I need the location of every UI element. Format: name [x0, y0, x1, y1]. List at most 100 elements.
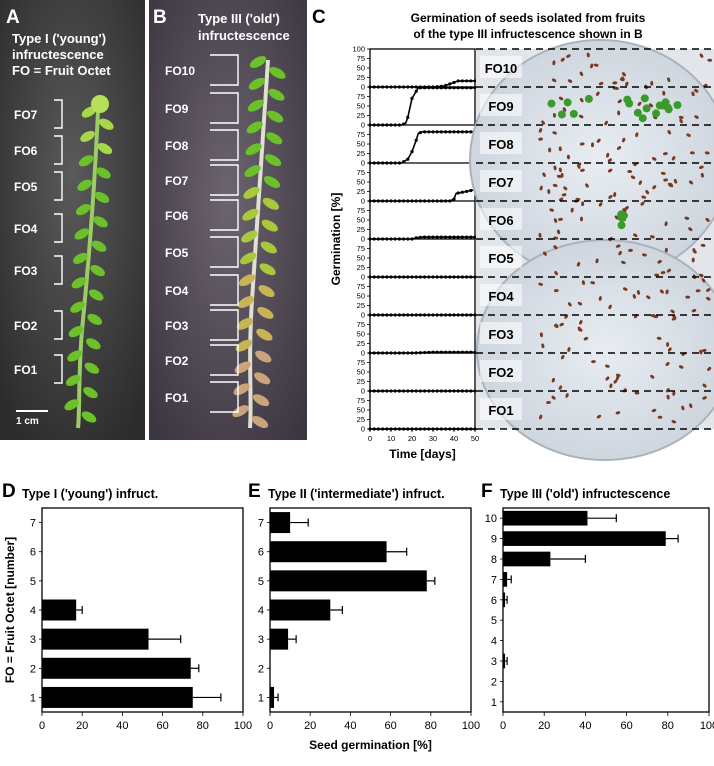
seed-icon — [608, 304, 612, 310]
seed-icon — [538, 232, 542, 238]
seed-icon — [689, 180, 694, 185]
data-point — [452, 86, 456, 90]
data-point — [372, 161, 376, 165]
fo-label: FO10 — [165, 64, 195, 78]
seed-icon — [567, 347, 571, 352]
seed-icon — [562, 107, 567, 112]
bar-fo-5 — [270, 570, 427, 592]
seed-icon — [579, 142, 585, 146]
leaf-icon — [261, 219, 278, 232]
leaf-icon — [98, 118, 114, 130]
data-point — [423, 389, 427, 393]
data-point — [465, 79, 469, 83]
data-point — [397, 427, 401, 431]
data-point — [389, 313, 393, 317]
leaf-icon — [240, 252, 257, 265]
seed-icon — [546, 400, 551, 404]
panel-c: Germination of seeds isolated from fruit… — [329, 11, 714, 461]
data-point — [431, 350, 435, 354]
seed-icon — [538, 128, 543, 133]
category-label: 7 — [491, 574, 497, 586]
category-label: 1 — [491, 697, 497, 709]
data-point — [423, 275, 427, 279]
data-point — [460, 427, 464, 431]
fo-label: FO4 — [165, 284, 189, 298]
data-point — [376, 237, 380, 241]
seed-icon — [615, 411, 621, 415]
fo-label: FO1 — [14, 363, 38, 377]
fo-bracket — [210, 54, 239, 86]
bar-fo-10 — [503, 510, 588, 526]
data-point — [414, 199, 418, 203]
seed-icon — [551, 78, 557, 83]
data-point — [393, 313, 397, 317]
seed-icon — [553, 218, 558, 223]
seed-icon — [612, 81, 618, 85]
seed-icon — [667, 182, 672, 187]
seed-icon — [673, 178, 678, 184]
seed-icon — [538, 282, 543, 286]
data-point — [444, 313, 448, 317]
data-point — [460, 79, 464, 83]
seed-icon — [632, 294, 636, 299]
seed-icon — [554, 270, 558, 276]
seed-icon — [650, 235, 655, 239]
seed-icon — [558, 96, 564, 101]
seed-icon — [627, 170, 633, 174]
chart-c-xlabel: Time [days] — [389, 447, 455, 461]
y-tick-label: 25 — [357, 187, 365, 196]
seed-icon — [691, 257, 695, 263]
seed-icon — [660, 171, 666, 175]
leaf-icon — [247, 99, 264, 112]
chart-e-title: Type II ('intermediate') infruct. — [268, 487, 445, 501]
leaf-icon — [86, 338, 101, 350]
seed-icon — [645, 189, 650, 195]
seed-icon — [667, 77, 671, 82]
strip-label-fo5: FO5 — [488, 251, 513, 266]
panel-letter-d: D — [2, 481, 16, 502]
seed-icon — [549, 208, 554, 212]
data-point — [410, 199, 414, 203]
y-tick-label: 50 — [357, 216, 365, 225]
data-point — [465, 427, 469, 431]
category-label: 3 — [491, 656, 497, 668]
data-point — [469, 130, 473, 134]
category-label: 1 — [258, 692, 264, 704]
chart-c-title: of the type III infructescence shown in … — [413, 27, 643, 41]
fo-bracket — [54, 354, 63, 384]
data-point — [406, 199, 410, 203]
data-point — [402, 122, 406, 126]
data-point — [393, 237, 397, 241]
data-point — [427, 86, 431, 90]
seed-icon — [679, 118, 683, 124]
leaf-icon — [65, 374, 81, 386]
data-point — [444, 199, 448, 203]
seed-icon — [670, 309, 675, 314]
seed-icon — [570, 207, 574, 213]
seed-icon — [704, 151, 710, 155]
data-point — [448, 86, 452, 90]
panel-a-photo — [0, 0, 145, 440]
data-point — [460, 190, 464, 194]
category-label: 4 — [258, 605, 264, 617]
seed-icon — [635, 132, 639, 138]
seed-icon — [604, 120, 608, 126]
data-point — [448, 82, 452, 86]
data-point — [444, 350, 448, 354]
data-point — [389, 199, 393, 203]
x-tick-label: 100 — [234, 720, 252, 732]
seed-icon — [650, 374, 655, 379]
seed-icon — [547, 189, 551, 194]
y-tick-label: 25 — [357, 263, 365, 272]
seed-icon — [622, 72, 626, 77]
data-point — [456, 235, 460, 239]
data-point — [427, 199, 431, 203]
leaf-icon — [260, 241, 277, 254]
data-point — [385, 351, 389, 355]
data-point — [456, 427, 460, 431]
seed-icon — [605, 376, 610, 381]
data-point — [381, 389, 385, 393]
data-point — [439, 235, 443, 239]
data-point — [393, 123, 397, 127]
seed-icon — [700, 172, 704, 178]
